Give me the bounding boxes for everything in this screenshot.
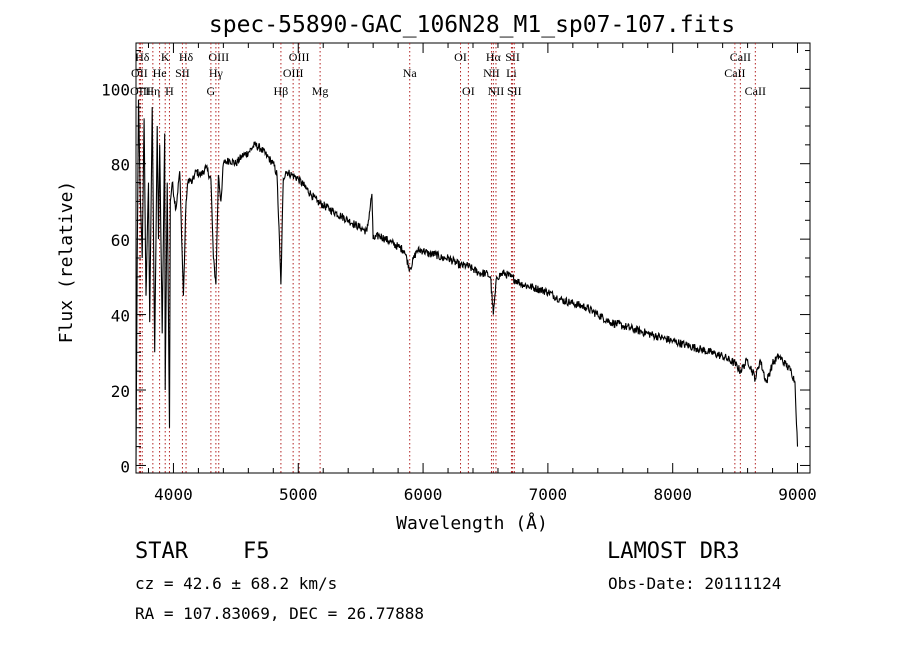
line-marker-label: SII xyxy=(505,50,520,64)
y-tick-label: 40 xyxy=(111,307,130,326)
line-marker-label: OI xyxy=(454,50,467,64)
line-marker-label: NII xyxy=(488,84,505,98)
line-marker-label: Hβ xyxy=(274,84,289,98)
line-marker-label: K xyxy=(161,50,170,64)
spectral-subclass: F5 xyxy=(243,539,270,564)
x-tick-label: 6000 xyxy=(404,485,443,504)
chart-title: spec-55890-GAC_106N28_M1_sp07-107.fits xyxy=(209,12,735,38)
survey-name: LAMOST DR3 xyxy=(607,539,740,564)
plot-frame xyxy=(135,42,811,474)
x-tick-label: 9000 xyxy=(778,485,817,504)
axis-tick-layer: 4000 5000 6000 7000 8000 9000 0 20 40 60 80 100 xyxy=(101,43,817,504)
line-marker-label: OIII xyxy=(208,50,229,64)
x-tick-label: 7000 xyxy=(529,485,568,504)
y-tick-label: 0 xyxy=(120,457,130,476)
y-axis-label: Flux (relative) xyxy=(56,181,77,344)
coordinates: RA = 107.83069, DEC = 26.77888 xyxy=(135,604,424,623)
redshift-velocity: cz = 42.6 ± 68.2 km/s xyxy=(135,574,338,593)
y-tick-label: 80 xyxy=(111,156,130,175)
line-marker-label: H xyxy=(165,84,174,98)
line-marker-label: OI xyxy=(462,84,475,98)
spectrum-line xyxy=(135,99,799,466)
x-tick-label: 5000 xyxy=(279,485,318,504)
line-marker-label: G xyxy=(207,84,216,98)
x-tick-label: 4000 xyxy=(154,485,193,504)
y-tick-label: 60 xyxy=(111,231,130,250)
line-marker-label: Hδ xyxy=(135,50,150,64)
line-marker-label: He xyxy=(153,66,167,80)
line-marker-label: Hα xyxy=(486,50,502,64)
line-marker-label: Na xyxy=(403,66,418,80)
line-marker-label: OII xyxy=(131,66,148,80)
line-marker-label: CaII xyxy=(745,84,766,98)
object-class: STAR xyxy=(135,539,188,564)
y-tick-label: 100 xyxy=(101,80,130,99)
line-marker-label: OIII xyxy=(289,50,310,64)
y-tick-label: 20 xyxy=(111,382,130,401)
x-tick-label: 8000 xyxy=(653,485,692,504)
x-axis-label: Wavelength (Å) xyxy=(396,512,548,534)
line-marker-label: Hδ xyxy=(179,50,194,64)
line-marker-label: Mg xyxy=(312,84,329,98)
line-marker-label: SII xyxy=(507,84,522,98)
line-marker-label: SII xyxy=(175,66,190,80)
line-marker-label: Hη xyxy=(145,84,160,98)
line-marker-label: NII xyxy=(483,66,500,80)
line-marker-label: OIII xyxy=(283,66,304,80)
line-marker-label: CaII xyxy=(724,66,745,80)
line-marker-label: OIII xyxy=(130,84,151,98)
line-marker-label: CaII xyxy=(730,50,751,64)
line-marker-label: Li xyxy=(506,66,517,80)
line-marker-label: Hγ xyxy=(209,66,224,80)
observation-date: Obs-Date: 20111124 xyxy=(608,574,782,593)
